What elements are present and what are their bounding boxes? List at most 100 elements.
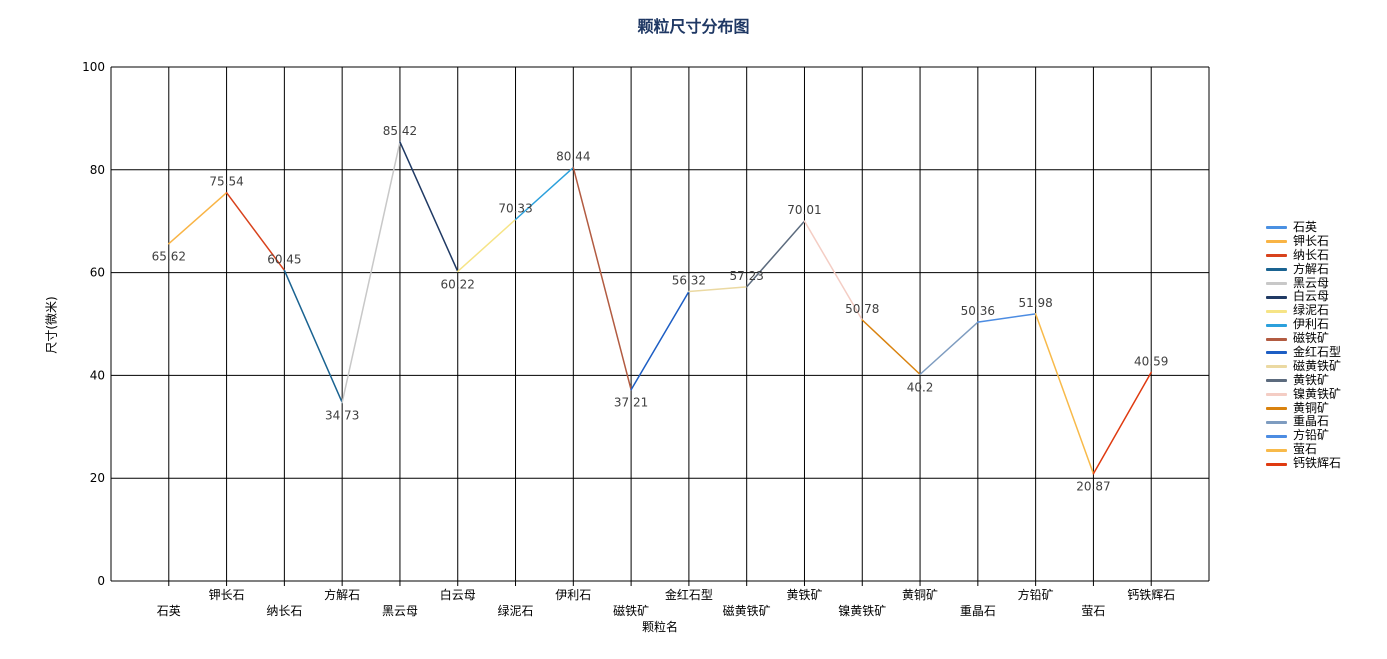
legend-label: 钾长石 bbox=[1293, 233, 1330, 248]
data-point-label: 65.62 bbox=[152, 250, 186, 264]
series-segment[interactable] bbox=[399, 141, 459, 273]
series-segment[interactable] bbox=[919, 321, 979, 376]
legend-label: 方解石 bbox=[1293, 261, 1330, 276]
x-category-label: 绿泥石 bbox=[498, 603, 534, 618]
legend-item[interactable]: 磁铁矿 bbox=[1266, 331, 1341, 346]
x-category-label: 萤石 bbox=[1081, 604, 1105, 618]
series-segment[interactable] bbox=[514, 166, 575, 221]
legend-label: 方铅矿 bbox=[1293, 428, 1330, 443]
legend-item[interactable]: 伊利石 bbox=[1266, 317, 1341, 332]
series-segment[interactable] bbox=[977, 313, 1037, 323]
legend-label: 镍黄铁矿 bbox=[1293, 386, 1342, 401]
legend-swatch-icon bbox=[1266, 240, 1287, 244]
series-segment[interactable] bbox=[803, 220, 864, 321]
series-segment[interactable] bbox=[688, 286, 748, 293]
x-category-label: 钙铁辉石 bbox=[1127, 588, 1175, 602]
data-point-label: 34.73 bbox=[325, 408, 359, 422]
series-segment[interactable] bbox=[572, 166, 632, 391]
series-segment[interactable] bbox=[283, 269, 343, 404]
legend-label: 石英 bbox=[1293, 220, 1318, 234]
legend-item[interactable]: 石英 bbox=[1266, 220, 1341, 235]
legend-swatch-icon bbox=[1266, 434, 1287, 438]
legend-item[interactable]: 白云母 bbox=[1266, 290, 1341, 304]
legend-swatch-icon bbox=[1266, 268, 1287, 272]
legend-label: 伊利石 bbox=[1293, 317, 1330, 332]
series-segment[interactable] bbox=[168, 191, 228, 245]
legend-label: 重晶石 bbox=[1293, 414, 1330, 429]
legend-item[interactable]: 镍黄铁矿 bbox=[1266, 386, 1342, 402]
x-category-label: 钾长石 bbox=[209, 588, 245, 602]
legend-label: 磁黄铁矿 bbox=[1293, 358, 1342, 373]
series-segment[interactable] bbox=[745, 220, 806, 288]
x-category-label: 纳长石 bbox=[266, 604, 302, 618]
legend-label: 黄铜矿 bbox=[1293, 400, 1330, 415]
legend-item[interactable]: 重晶石 bbox=[1266, 415, 1341, 429]
x-category-label: 金红石型 bbox=[665, 587, 713, 602]
legend-label: 白云母 bbox=[1293, 289, 1330, 304]
legend-item[interactable]: 钙铁辉石 bbox=[1266, 456, 1342, 471]
series-segment[interactable] bbox=[630, 290, 690, 391]
x-category-label: 白云母 bbox=[440, 587, 476, 602]
y-tick-label: 40 bbox=[90, 368, 105, 382]
data-point-label: 50.78 bbox=[845, 302, 879, 316]
legend-swatch-icon bbox=[1266, 393, 1287, 397]
legend-item[interactable]: 黄铜矿 bbox=[1266, 400, 1341, 416]
legend-swatch-icon bbox=[1266, 462, 1287, 466]
legend-swatch-icon bbox=[1266, 407, 1287, 411]
legend: 石英 钾长石 纳长石 方解石 黑云母 白云母 绿泥石 伊利石 磁铁矿 金红石型 磁黄铁矿 黄铁矿 镍黄铁… bbox=[1266, 220, 1342, 471]
series-segment[interactable] bbox=[341, 141, 401, 404]
x-category-label: 重晶石 bbox=[960, 604, 996, 618]
legend-swatch-icon bbox=[1266, 254, 1287, 258]
data-point-label: 70.33 bbox=[498, 202, 532, 216]
legend-item[interactable]: 绿泥石 bbox=[1266, 303, 1341, 318]
data-point-label: 85.42 bbox=[383, 124, 417, 138]
legend-item[interactable]: 黑云母 bbox=[1266, 275, 1341, 291]
x-category-label: 磁黄铁矿 bbox=[723, 603, 771, 618]
y-tick-label: 60 bbox=[90, 266, 105, 280]
legend-item[interactable]: 方铅矿 bbox=[1266, 428, 1341, 443]
legend-label: 钙铁辉石 bbox=[1293, 456, 1342, 471]
data-point-label: 51.98 bbox=[1018, 296, 1052, 310]
x-axis-title: 颗粒名 bbox=[641, 620, 678, 634]
legend-swatch-icon bbox=[1266, 282, 1287, 285]
x-category-label: 镍黄铁矿 bbox=[838, 604, 886, 618]
legend-label: 纳长石 bbox=[1293, 247, 1330, 262]
series-segment[interactable] bbox=[1034, 313, 1095, 475]
legend-label: 黑云母 bbox=[1293, 275, 1330, 290]
data-point-label: 60.22 bbox=[441, 277, 475, 291]
data-point-label: 56.32 bbox=[672, 274, 706, 288]
series-segment[interactable] bbox=[1092, 371, 1152, 475]
data-point-label: 50.36 bbox=[961, 304, 995, 318]
series-segment[interactable] bbox=[456, 218, 517, 273]
data-point-label: 80.44 bbox=[556, 150, 590, 164]
series-segment[interactable] bbox=[861, 319, 921, 376]
data-point-label: 20.87 bbox=[1076, 480, 1110, 494]
x-category-label: 黄铜矿 bbox=[902, 587, 938, 602]
data-point-label: 75.54 bbox=[209, 175, 243, 189]
legend-item[interactable]: 方解石 bbox=[1266, 261, 1341, 277]
legend-swatch-icon bbox=[1266, 295, 1287, 299]
legend-swatch-icon bbox=[1266, 379, 1287, 383]
x-category-label: 石英 bbox=[157, 604, 181, 618]
legend-label: 黄铁矿 bbox=[1293, 372, 1330, 387]
x-category-label: 伊利石 bbox=[555, 588, 591, 602]
series-segment[interactable] bbox=[225, 191, 286, 272]
legend-label: 绿泥石 bbox=[1293, 303, 1330, 318]
legend-item[interactable]: 萤石 bbox=[1266, 442, 1341, 457]
legend-item[interactable]: 纳长石 bbox=[1266, 247, 1341, 263]
legend-swatch-icon bbox=[1266, 337, 1287, 341]
y-tick-label: 20 bbox=[90, 471, 105, 485]
legend-item[interactable]: 黄铁矿 bbox=[1266, 372, 1341, 388]
x-category-label: 方解石 bbox=[324, 587, 360, 602]
legend-swatch-icon bbox=[1266, 365, 1287, 369]
legend-swatch-icon bbox=[1266, 351, 1287, 355]
legend-label: 萤石 bbox=[1293, 442, 1318, 457]
data-point-label: 37.21 bbox=[614, 396, 648, 410]
legend-item[interactable]: 磁黄铁矿 bbox=[1266, 358, 1342, 374]
legend-item[interactable]: 钾长石 bbox=[1266, 233, 1341, 249]
x-category-label: 磁铁矿 bbox=[613, 603, 649, 618]
legend-item[interactable]: 金红石型 bbox=[1266, 345, 1341, 360]
legend-swatch-icon bbox=[1266, 309, 1287, 313]
legend-swatch-icon bbox=[1266, 226, 1287, 230]
legend-label: 磁铁矿 bbox=[1293, 331, 1330, 346]
